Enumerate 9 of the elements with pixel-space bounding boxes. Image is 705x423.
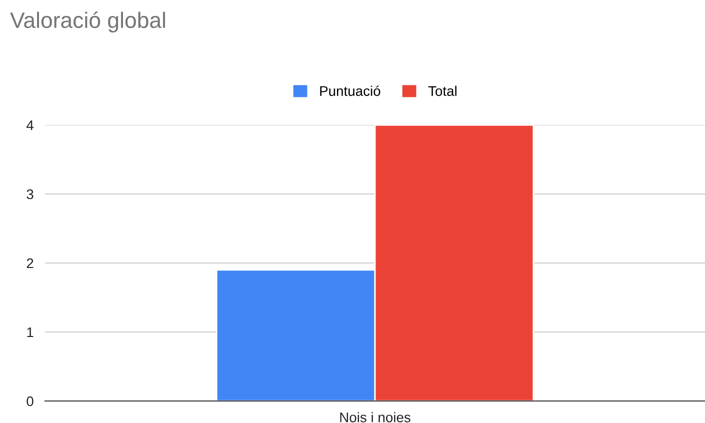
legend-label: Puntuació	[320, 86, 380, 96]
y-tick-label: 2	[26, 258, 34, 268]
chart-title: Valoració global	[10, 12, 166, 32]
y-tick-label: 1	[27, 327, 34, 338]
x-tick-label: Nois i noies	[340, 412, 410, 422]
legend-label: Total	[428, 86, 456, 96]
y-tick-label: 3	[26, 189, 34, 200]
y-tick-label: 4	[26, 120, 34, 130]
y-tick-label: 0	[26, 396, 34, 406]
